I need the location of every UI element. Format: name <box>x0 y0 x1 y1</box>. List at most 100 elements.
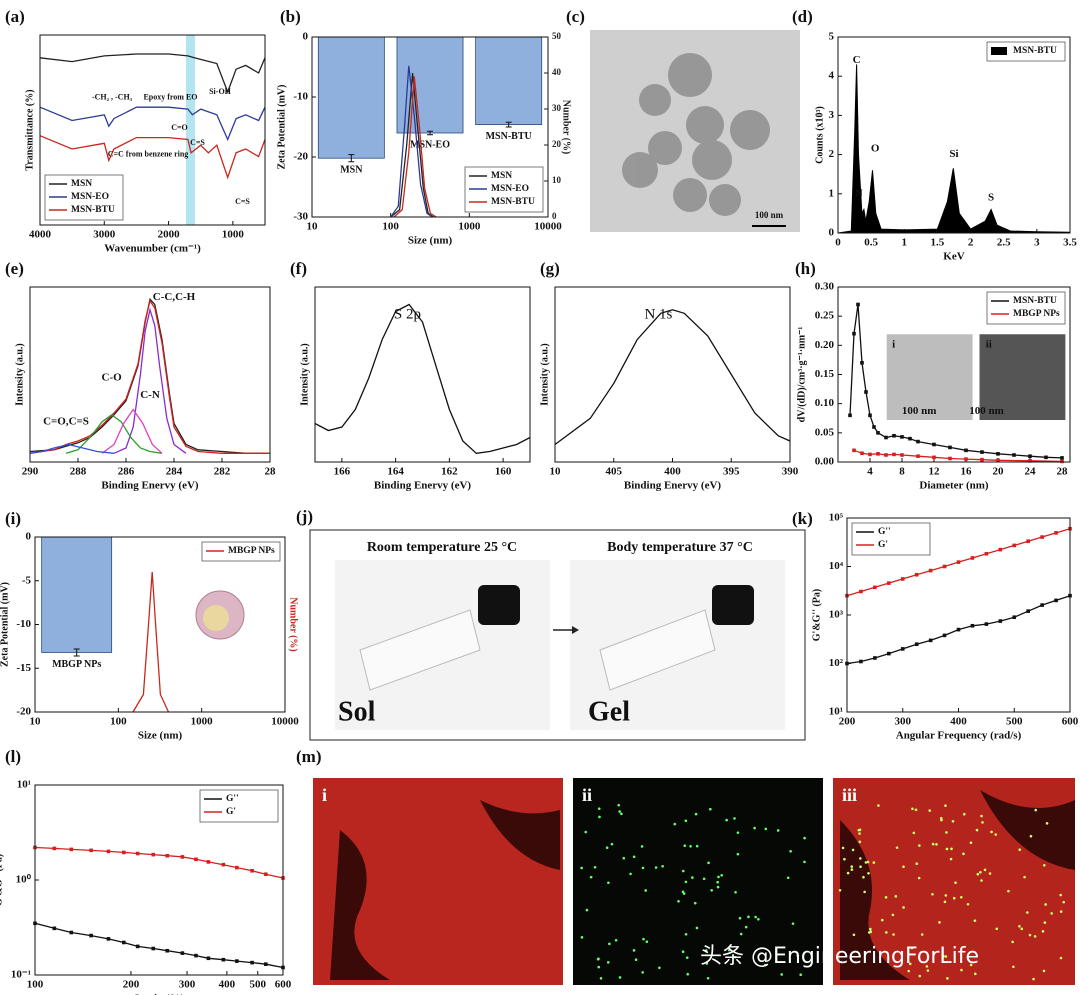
dot <box>911 807 914 811</box>
dot <box>1023 875 1026 879</box>
marker <box>916 439 920 444</box>
x-axis-label: Size (nm) <box>408 235 453 247</box>
dot <box>685 956 689 959</box>
dot <box>918 844 921 847</box>
dot <box>596 957 600 961</box>
marker <box>1040 603 1044 607</box>
dot <box>902 906 905 909</box>
dot <box>654 866 658 869</box>
annotation: C=C from benzene ring <box>108 150 189 159</box>
y-tick-label: -5 <box>22 574 32 586</box>
dot <box>789 849 792 853</box>
x-tick-label: 16 <box>961 466 973 478</box>
fluor-image <box>573 778 823 985</box>
dot <box>944 804 947 807</box>
dot <box>962 852 965 856</box>
dot <box>928 809 932 812</box>
marker <box>194 953 198 958</box>
series-line <box>554 309 791 446</box>
dot <box>877 804 880 807</box>
dot <box>584 830 588 834</box>
x-axis-label: Diameter (nm) <box>919 480 988 492</box>
state-label: Gel <box>588 696 630 727</box>
marker <box>928 568 933 573</box>
dot <box>975 828 979 832</box>
arrow-head <box>572 626 579 634</box>
dot <box>734 890 737 894</box>
dot <box>1059 910 1063 913</box>
legend-label: MSN <box>71 179 92 189</box>
dot <box>846 871 850 875</box>
series-line <box>113 307 187 454</box>
x-tick-label: 2000 <box>158 229 181 241</box>
dot <box>872 861 876 864</box>
y-tick-label: 0.25 <box>815 310 835 322</box>
marker <box>998 547 1003 552</box>
bar <box>475 36 543 125</box>
marker <box>1028 454 1032 458</box>
marker <box>221 957 226 962</box>
dot <box>606 961 610 964</box>
y-tick-label: 10¹ <box>829 706 843 718</box>
dot <box>1043 921 1047 924</box>
marker <box>876 431 880 435</box>
dot <box>959 895 963 899</box>
marker <box>194 857 198 862</box>
dot <box>944 955 948 958</box>
dot <box>862 875 865 879</box>
series-line <box>39 53 266 94</box>
dot <box>705 962 709 965</box>
dot <box>891 913 895 917</box>
dot <box>942 954 945 958</box>
dot <box>931 892 934 896</box>
marker <box>852 448 856 453</box>
dot <box>983 868 987 872</box>
y-tick-label: 0 <box>303 31 309 43</box>
y-axis-label: Zeta Potential (mV) <box>0 582 10 667</box>
marker <box>970 556 975 560</box>
legend-label: MSN <box>491 171 512 181</box>
y2-tick-label: 30 <box>552 103 562 113</box>
marker <box>970 623 975 628</box>
y-axis-label: Intensity (a.u.) <box>299 343 310 406</box>
x-tick-label: 405 <box>606 466 623 478</box>
dot <box>850 868 854 871</box>
marker <box>1044 455 1048 460</box>
plot-frame <box>846 517 1071 713</box>
panel-label: (j) <box>296 507 313 526</box>
dot <box>776 829 780 832</box>
dot <box>644 889 647 892</box>
dot <box>914 808 918 812</box>
bar-label: MSN <box>340 164 363 175</box>
dot <box>634 958 638 962</box>
panel-label: (i) <box>5 509 21 528</box>
condition-label: Room temperature 25 °C <box>367 540 517 555</box>
marker <box>89 848 93 853</box>
annotation: C <box>853 54 861 66</box>
x-tick-label: 1000 <box>458 221 481 233</box>
marker <box>980 457 984 462</box>
x-tick-label: 2 <box>968 237 974 249</box>
annotation: C-C,C-H <box>153 291 196 303</box>
dot <box>1011 940 1014 944</box>
legend-box <box>986 291 1066 325</box>
dot <box>736 852 740 856</box>
y-tick-label: -10 <box>16 618 31 630</box>
dot <box>1045 822 1049 825</box>
x-tick-label: 1.5 <box>931 237 945 249</box>
panel-label: (c) <box>566 7 585 26</box>
marker <box>932 455 936 460</box>
legend-label: G'' <box>226 794 239 804</box>
dot <box>907 969 911 973</box>
marker <box>250 868 254 873</box>
legend-label: MSN-EO <box>491 184 529 194</box>
inset-image <box>979 334 1066 420</box>
dot <box>803 860 806 864</box>
marker <box>900 453 904 457</box>
dot <box>969 963 973 967</box>
bar-label: MBGP NPs <box>52 659 101 670</box>
dot <box>599 977 603 980</box>
y-tick-label: 0 <box>829 227 835 239</box>
x-axis-label: KeV <box>943 251 964 263</box>
marker <box>980 450 984 454</box>
